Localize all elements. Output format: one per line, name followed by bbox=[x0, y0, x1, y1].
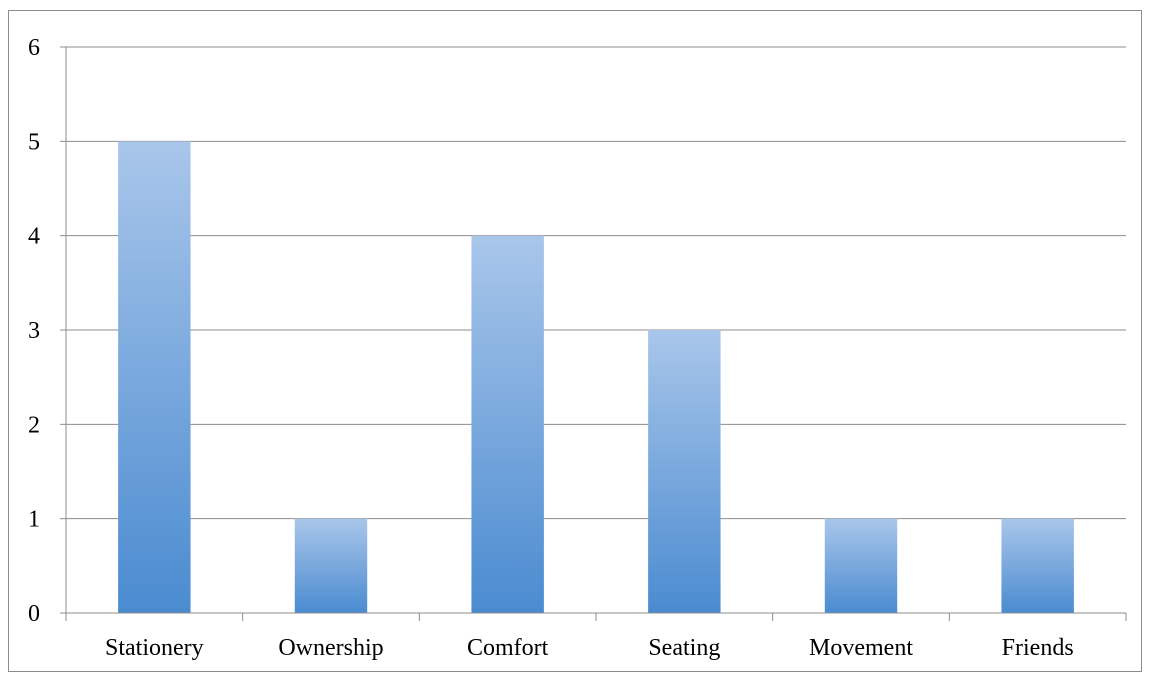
bar-comfort bbox=[471, 235, 544, 613]
y-tick-label: 1 bbox=[28, 507, 40, 533]
x-category-label: Stationery bbox=[105, 635, 204, 661]
x-category-label: Ownership bbox=[278, 635, 383, 661]
x-category-label: Comfort bbox=[467, 635, 549, 661]
bar-seating bbox=[648, 330, 721, 613]
axes bbox=[60, 46, 1127, 621]
bar-ownership bbox=[294, 518, 368, 613]
y-tick-label: 5 bbox=[28, 129, 40, 155]
bars bbox=[118, 141, 1074, 614]
y-tick-label: 4 bbox=[28, 224, 40, 250]
gridlines bbox=[66, 46, 1126, 520]
x-category-label: Seating bbox=[648, 635, 720, 661]
y-tick-label: 3 bbox=[28, 318, 40, 344]
x-category-label: Movement bbox=[809, 635, 913, 661]
chart-frame bbox=[8, 10, 1142, 672]
bar-stationery bbox=[118, 141, 191, 614]
bar-friends bbox=[1001, 518, 1074, 613]
y-tick-label: 6 bbox=[28, 35, 40, 61]
x-category-label: Friends bbox=[1002, 635, 1074, 661]
bar-movement bbox=[824, 518, 898, 613]
y-tick-label: 0 bbox=[28, 601, 40, 627]
y-tick-label: 2 bbox=[28, 412, 40, 438]
labels: 0 1 2 3 4 5 6 Stationery Ownership Comfort Seating… bbox=[28, 35, 1074, 661]
